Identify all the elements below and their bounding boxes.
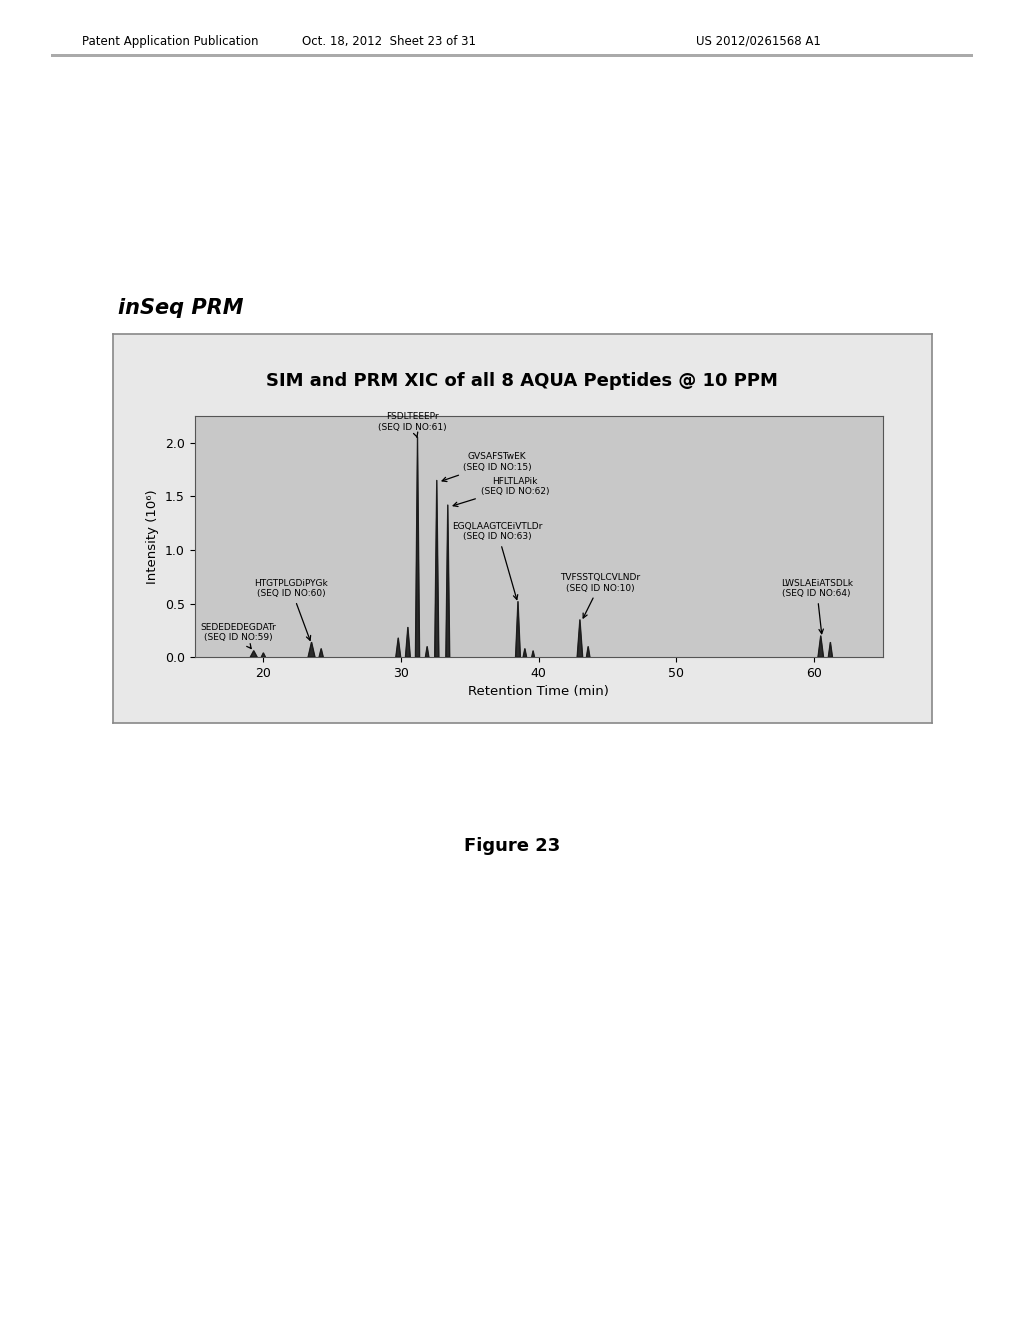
Text: GVSAFSTwEK
(SEQ ID NO:15): GVSAFSTwEK (SEQ ID NO:15) — [442, 453, 531, 482]
X-axis label: Retention Time (min): Retention Time (min) — [468, 685, 609, 698]
Polygon shape — [250, 651, 257, 657]
Text: HTGTPLGDiPYGk
(SEQ ID NO:60): HTGTPLGDiPYGk (SEQ ID NO:60) — [254, 578, 328, 640]
Polygon shape — [396, 638, 400, 657]
Polygon shape — [308, 642, 315, 657]
Text: EGQLAAGTCEiVTLDr
(SEQ ID NO:63): EGQLAAGTCEiVTLDr (SEQ ID NO:63) — [453, 521, 543, 599]
Polygon shape — [319, 648, 324, 657]
Text: US 2012/0261568 A1: US 2012/0261568 A1 — [696, 34, 821, 48]
Polygon shape — [828, 642, 833, 657]
Text: LWSLAEiATSDLk
(SEQ ID NO:64): LWSLAEiATSDLk (SEQ ID NO:64) — [780, 578, 853, 634]
Text: inSeq PRM: inSeq PRM — [118, 298, 244, 318]
Polygon shape — [435, 480, 439, 657]
Polygon shape — [445, 504, 450, 657]
Polygon shape — [587, 647, 590, 657]
Polygon shape — [818, 636, 823, 657]
Text: TVFSSTQLCVLNDr
(SEQ ID NO:10): TVFSSTQLCVLNDr (SEQ ID NO:10) — [560, 573, 641, 618]
Polygon shape — [261, 653, 265, 657]
Polygon shape — [578, 619, 583, 657]
Y-axis label: Intensity (10⁶): Intensity (10⁶) — [146, 490, 160, 583]
Polygon shape — [515, 602, 520, 657]
Polygon shape — [416, 437, 420, 657]
Polygon shape — [406, 627, 411, 657]
Text: SEDEDEDEGDATr
(SEQ ID NO:59): SEDEDEDEGDATr (SEQ ID NO:59) — [201, 623, 276, 648]
Text: Patent Application Publication: Patent Application Publication — [82, 34, 258, 48]
Polygon shape — [531, 651, 535, 657]
Text: HFLTLAPik
(SEQ ID NO:62): HFLTLAPik (SEQ ID NO:62) — [454, 477, 549, 507]
Text: FSDLTEEEPr
(SEQ ID NO:61): FSDLTEEEPr (SEQ ID NO:61) — [378, 412, 446, 437]
Text: Oct. 18, 2012  Sheet 23 of 31: Oct. 18, 2012 Sheet 23 of 31 — [302, 34, 476, 48]
Polygon shape — [425, 647, 429, 657]
Polygon shape — [523, 648, 526, 657]
Text: Figure 23: Figure 23 — [464, 837, 560, 855]
Text: SIM and PRM XIC of all 8 AQUA Peptides @ 10 PPM: SIM and PRM XIC of all 8 AQUA Peptides @… — [266, 372, 778, 389]
